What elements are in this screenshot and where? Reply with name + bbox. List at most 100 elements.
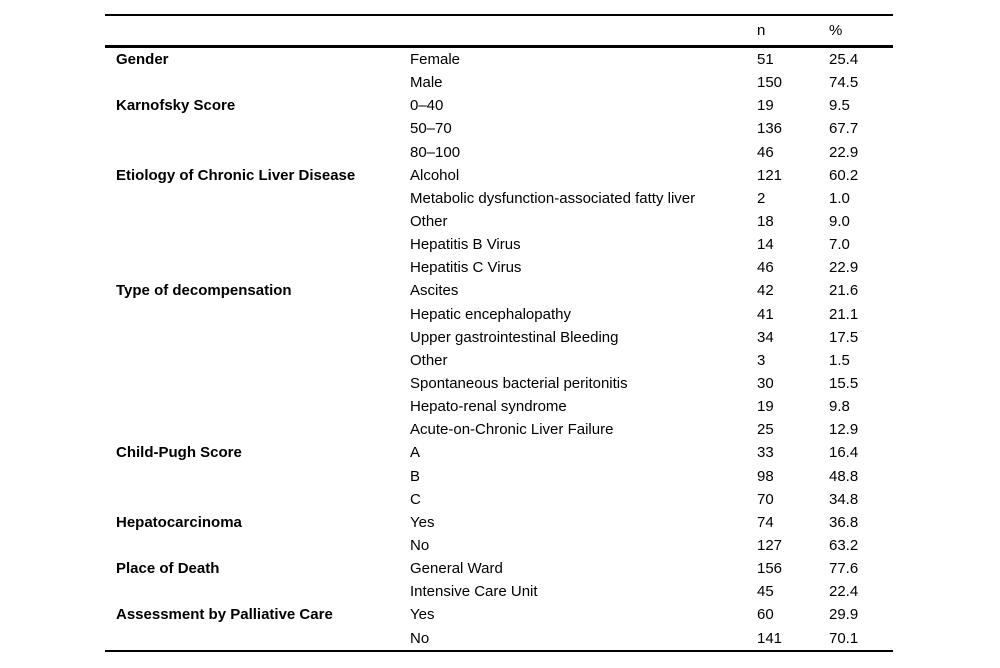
category-cell: Hepatocarcinoma bbox=[116, 513, 242, 531]
subcategory-cell: Intensive Care Unit bbox=[410, 583, 538, 601]
table-row: 80–100 46 22.9 bbox=[105, 141, 893, 164]
table-row: Gender Female 51 25.4 bbox=[105, 47, 893, 72]
table-header-row: n % bbox=[105, 15, 893, 48]
n-value-cell: 25 bbox=[757, 421, 774, 439]
percent-value-cell: 34.8 bbox=[829, 490, 859, 508]
table-row: Child-Pugh Score A 33 16.4 bbox=[105, 441, 893, 464]
subcategory-cell: Yes bbox=[410, 513, 435, 531]
n-value-cell: 98 bbox=[757, 467, 774, 485]
header-n: n bbox=[757, 15, 829, 48]
n-value-cell: 45 bbox=[757, 583, 774, 601]
percent-value-cell: 70.1 bbox=[829, 629, 859, 647]
table-row: No 127 63.2 bbox=[105, 534, 893, 557]
table-row: Hepatitis C Virus 46 22.9 bbox=[105, 256, 893, 279]
percent-value-cell: 16.4 bbox=[829, 444, 859, 462]
table-row: Hepatitis B Virus 14 7.0 bbox=[105, 233, 893, 256]
category-cell bbox=[105, 256, 410, 279]
subcategory-cell: Female bbox=[410, 51, 461, 69]
n-value-cell: 74 bbox=[757, 513, 774, 531]
n-value-cell: 70 bbox=[757, 490, 774, 508]
n-value-cell: 19 bbox=[757, 97, 774, 115]
percent-value-cell: 60.2 bbox=[829, 166, 859, 184]
n-value-cell: 33 bbox=[757, 444, 774, 462]
subcategory-cell: Spontaneous bacterial peritonitis bbox=[410, 375, 628, 393]
subcategory-cell: B bbox=[410, 467, 421, 485]
category-cell bbox=[105, 210, 410, 233]
percent-value-cell: 9.5 bbox=[829, 97, 850, 115]
category-cell bbox=[105, 303, 410, 326]
n-value-cell: 46 bbox=[757, 143, 774, 161]
percent-value-cell: 74.5 bbox=[829, 74, 859, 92]
subcategory-cell: 80–100 bbox=[410, 143, 461, 161]
subcategory-cell: C bbox=[410, 490, 421, 508]
n-value-cell: 42 bbox=[757, 282, 774, 300]
category-cell bbox=[105, 418, 410, 441]
subcategory-cell: Alcohol bbox=[410, 166, 460, 184]
percent-value-cell: 17.5 bbox=[829, 328, 859, 346]
header-subcategory bbox=[410, 15, 757, 48]
percent-value-cell: 22.4 bbox=[829, 583, 859, 601]
table-row: Metabolic dysfunction-associated fatty l… bbox=[105, 187, 893, 210]
n-value-cell: 19 bbox=[757, 398, 774, 416]
category-cell bbox=[105, 141, 410, 164]
subcategory-cell: A bbox=[410, 444, 421, 462]
table-row: Assessment by Palliative Care Yes 60 29.9 bbox=[105, 603, 893, 626]
percent-value-cell: 1.5 bbox=[829, 351, 850, 369]
n-value-cell: 14 bbox=[757, 236, 774, 254]
subcategory-cell: Hepatic encephalopathy bbox=[410, 305, 571, 323]
table-row: C 70 34.8 bbox=[105, 488, 893, 511]
category-cell: Assessment by Palliative Care bbox=[116, 606, 333, 624]
subcategory-cell: General Ward bbox=[410, 560, 503, 578]
n-value-cell: 141 bbox=[757, 629, 783, 647]
percent-value-cell: 63.2 bbox=[829, 537, 859, 555]
table-row: Type of decompensation Ascites 42 21.6 bbox=[105, 279, 893, 302]
table-row: Spontaneous bacterial peritonitis 30 15.5 bbox=[105, 372, 893, 395]
subcategory-cell: Other bbox=[410, 351, 448, 369]
category-cell bbox=[105, 465, 410, 488]
percent-value-cell: 48.8 bbox=[829, 467, 859, 485]
header-percent: % bbox=[829, 15, 893, 48]
table-row: Intensive Care Unit 45 22.4 bbox=[105, 580, 893, 603]
percent-value-cell: 21.6 bbox=[829, 282, 859, 300]
table-body: Gender Female 51 25.4 Male 150 74.5 Karnofsky S… bbox=[105, 47, 893, 651]
n-value-cell: 3 bbox=[757, 351, 766, 369]
subcategory-cell: 50–70 bbox=[410, 120, 452, 138]
table-row: Karnofsky Score 0–40 19 9.5 bbox=[105, 94, 893, 117]
category-cell bbox=[105, 372, 410, 395]
table-row: Other 18 9.0 bbox=[105, 210, 893, 233]
category-cell bbox=[105, 488, 410, 511]
table-row: Hepatocarcinoma Yes 74 36.8 bbox=[105, 511, 893, 534]
percent-value-cell: 7.0 bbox=[829, 236, 850, 254]
n-value-cell: 121 bbox=[757, 166, 783, 184]
n-value-cell: 156 bbox=[757, 560, 783, 578]
percent-value-cell: 29.9 bbox=[829, 606, 859, 624]
subcategory-cell: 0–40 bbox=[410, 97, 444, 115]
subcategory-cell: No bbox=[410, 537, 430, 555]
table-row: Place of Death General Ward 156 77.6 bbox=[105, 557, 893, 580]
table-row: Hepatic encephalopathy 41 21.1 bbox=[105, 303, 893, 326]
n-value-cell: 18 bbox=[757, 213, 774, 231]
n-value-cell: 136 bbox=[757, 120, 783, 138]
percent-value-cell: 9.0 bbox=[829, 213, 850, 231]
table-row: Other 3 1.5 bbox=[105, 349, 893, 372]
percent-value-cell: 67.7 bbox=[829, 120, 859, 138]
subcategory-cell: Male bbox=[410, 74, 443, 92]
category-cell bbox=[105, 580, 410, 603]
subcategory-cell: Hepatitis C Virus bbox=[410, 259, 522, 277]
patient-characteristics-table: n % Gender Female 51 25.4 Male 150 74.5 Karnofs… bbox=[105, 14, 893, 652]
header-category bbox=[105, 15, 410, 48]
subcategory-cell: No bbox=[410, 629, 430, 647]
category-cell bbox=[105, 349, 410, 372]
table-row: Upper gastrointestinal Bleeding 34 17.5 bbox=[105, 326, 893, 349]
percent-value-cell: 25.4 bbox=[829, 51, 859, 69]
percent-value-cell: 21.1 bbox=[829, 305, 859, 323]
percent-value-cell: 1.0 bbox=[829, 189, 850, 207]
n-value-cell: 2 bbox=[757, 189, 766, 207]
subcategory-cell: Metabolic dysfunction-associated fatty l… bbox=[410, 189, 696, 207]
category-cell bbox=[105, 233, 410, 256]
paper-table-container: n % Gender Female 51 25.4 Male 150 74.5 Karnofs… bbox=[105, 14, 893, 652]
subcategory-cell: Hepatitis B Virus bbox=[410, 236, 521, 254]
subcategory-cell: Yes bbox=[410, 606, 435, 624]
category-cell: Gender bbox=[116, 51, 169, 69]
table-row: 50–70 136 67.7 bbox=[105, 117, 893, 140]
